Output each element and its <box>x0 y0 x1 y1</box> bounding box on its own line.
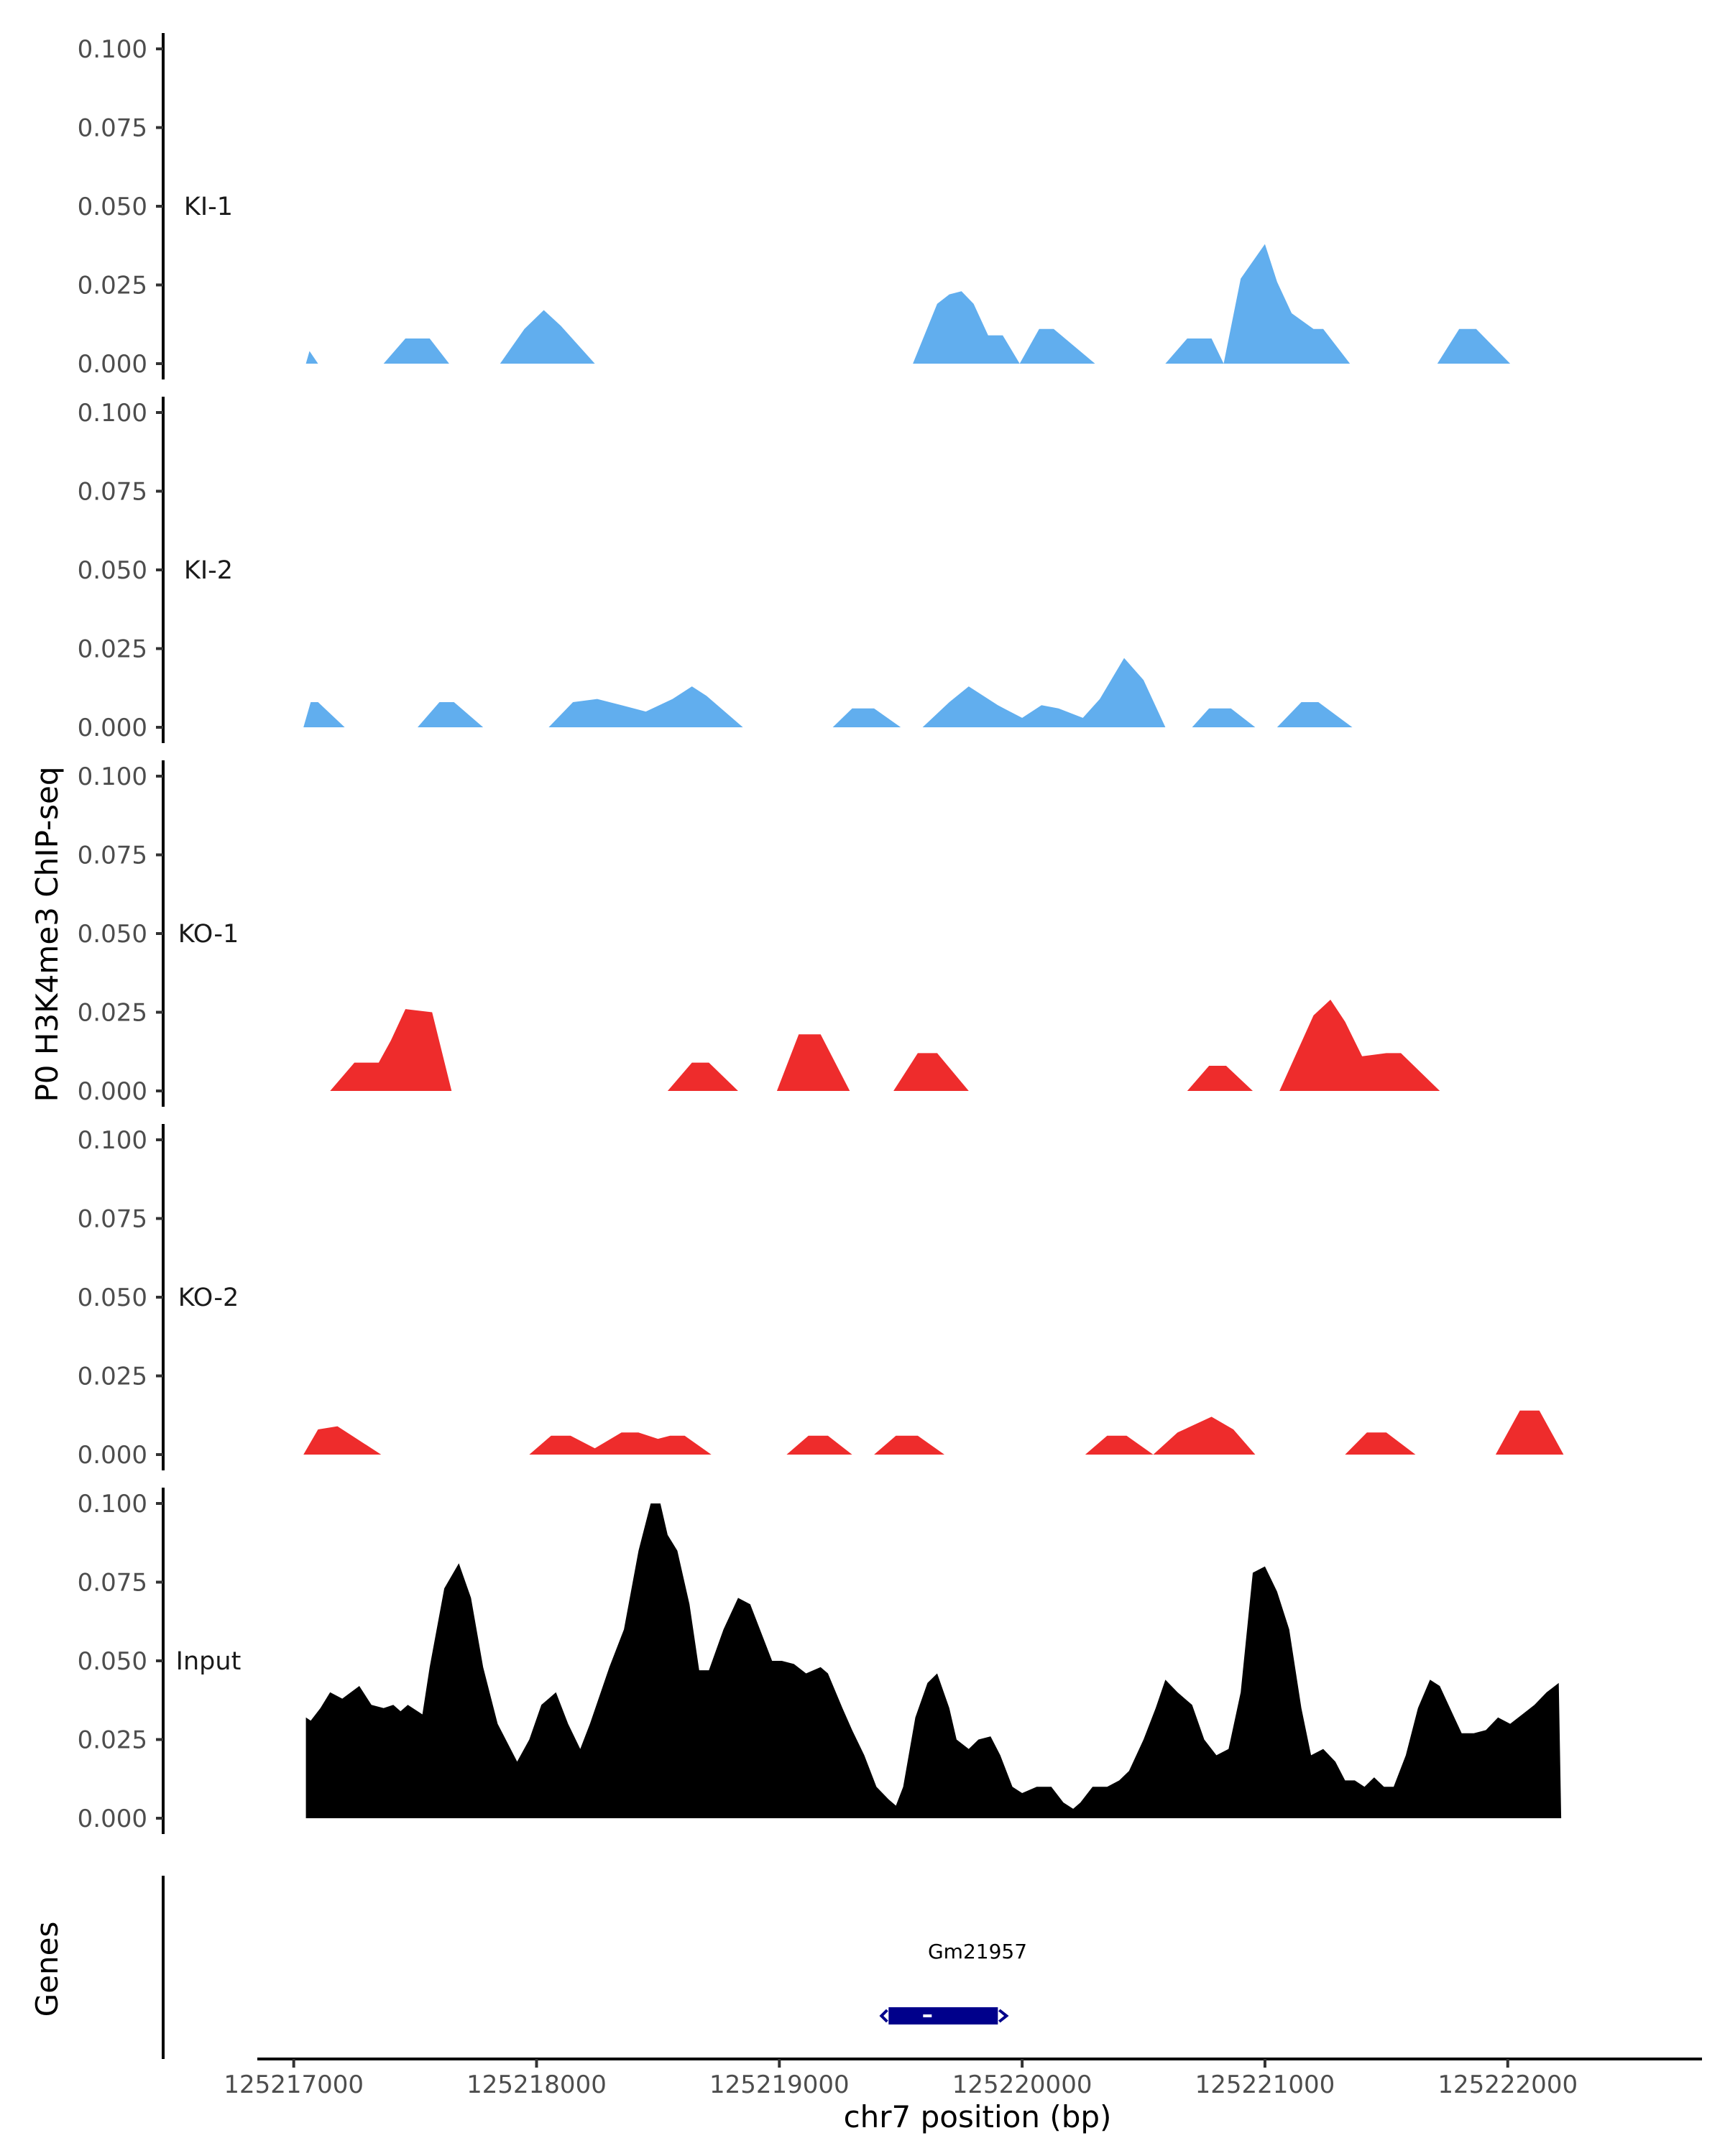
signal-peak <box>1153 1416 1256 1455</box>
track-panel-ki-1: 0.000 0.025 0.050 0.075 0.100 KI-1 <box>78 33 1511 379</box>
y-axis-title: P0 H3K4me3 ChIP-seq <box>29 766 65 1102</box>
x-axis: 125217000 125218000 125219000 125220000 1252… <box>224 2058 1702 2099</box>
y-tick-label: 0.100 <box>78 399 147 428</box>
signal-peak <box>1223 244 1351 364</box>
track-label: KO-2 <box>178 1284 239 1312</box>
y-tick-label: 0.100 <box>78 35 147 64</box>
signal-peak <box>1279 1000 1440 1091</box>
gene-strand-arrow <box>998 2009 1009 2023</box>
y-tick-label: 0.025 <box>78 635 147 664</box>
track-label: KI-1 <box>184 193 233 221</box>
signal-peak <box>305 351 318 364</box>
signal-peak <box>500 310 595 364</box>
x-tick-label: 125221000 <box>1195 2070 1335 2099</box>
x-tick-label: 125217000 <box>224 2070 364 2099</box>
track-panel-ki-2: 0.000 0.025 0.050 0.075 0.100 KI-2 <box>78 397 1353 743</box>
y-tick-label: 0.075 <box>78 842 147 870</box>
y-tick-label: 0.000 <box>78 1441 147 1470</box>
track-label: KI-2 <box>184 556 233 585</box>
signal-peak <box>922 658 1166 727</box>
y-tick-label: 0.050 <box>78 556 147 585</box>
y-tick-label: 0.050 <box>78 1647 147 1676</box>
signal-peak <box>529 1432 712 1455</box>
y-tick-label: 0.075 <box>78 114 147 143</box>
y-tick-label: 0.000 <box>78 350 147 379</box>
signal-peak <box>1192 708 1256 727</box>
track-panel-ko-2: 0.000 0.025 0.050 0.075 0.100 KO-2 <box>78 1124 1564 1470</box>
y-tick-label: 0.000 <box>78 1805 147 1833</box>
signal-peak <box>1437 328 1511 364</box>
y-tick-label: 0.025 <box>78 999 147 1028</box>
signal-peak <box>1187 1066 1253 1091</box>
signal-peak <box>303 702 345 727</box>
x-tick-label: 125218000 <box>466 2070 607 2099</box>
signal-peak <box>874 1435 944 1455</box>
signal-peak <box>1495 1410 1564 1455</box>
signal-peak <box>1019 328 1095 364</box>
y-tick-label: 0.075 <box>78 1569 147 1598</box>
track-label: KO-1 <box>178 920 239 949</box>
x-axis-title: chr7 position (bp) <box>844 2099 1112 2134</box>
y-tick-label: 0.025 <box>78 1726 147 1755</box>
signal-peak <box>1165 338 1224 364</box>
gene-end-marker <box>879 2009 888 2023</box>
signal-peak <box>305 1503 1562 1818</box>
track-panels: 0.0000.0250.0500.0750.100KI-10.0000.0250… <box>78 33 1564 1834</box>
y-tick-label: 0.025 <box>78 1363 147 1391</box>
signal-peak <box>330 1009 452 1091</box>
signal-peak <box>383 338 449 364</box>
signal-peak <box>776 1034 850 1091</box>
signal-peak <box>832 708 901 727</box>
track-panel-ko-1: 0.000 0.025 0.050 0.075 0.100 KO-1 <box>78 760 1440 1107</box>
signal-peak <box>1085 1435 1154 1455</box>
y-tick-label: 0.025 <box>78 272 147 300</box>
y-tick-label: 0.100 <box>78 763 147 791</box>
x-tick-label: 125222000 <box>1438 2070 1578 2099</box>
genes-axis-title: Genes <box>29 1922 65 2017</box>
track-panel-input: 0.000 0.025 0.050 0.075 0.100 Input <box>78 1488 1562 1834</box>
signal-peak <box>913 291 1020 364</box>
track-label: Input <box>176 1647 242 1676</box>
y-tick-label: 0.100 <box>78 1126 147 1155</box>
y-tick-label: 0.075 <box>78 1205 147 1234</box>
signal-peak <box>786 1435 852 1455</box>
signal-peak <box>1276 702 1353 727</box>
y-tick-label: 0.050 <box>78 920 147 949</box>
y-tick-label: 0.050 <box>78 193 147 221</box>
gene-exon <box>888 2007 998 2024</box>
signal-peak <box>1345 1432 1416 1455</box>
signal-peak <box>548 686 743 727</box>
x-tick-label: 125219000 <box>709 2070 850 2099</box>
x-tick-label: 125220000 <box>952 2070 1092 2099</box>
y-tick-label: 0.075 <box>78 478 147 507</box>
y-tick-label: 0.000 <box>78 714 147 742</box>
y-tick-label: 0.000 <box>78 1077 147 1106</box>
signal-peak <box>667 1062 738 1091</box>
gene-name-label: Gm21957 <box>928 1940 1027 1963</box>
y-tick-label: 0.050 <box>78 1284 147 1312</box>
genes-panel: Gm21957 <box>162 1876 1027 2059</box>
gene-model <box>879 2007 1009 2024</box>
signal-peak <box>303 1426 382 1455</box>
signal-peak <box>418 702 484 727</box>
y-tick-label: 0.100 <box>78 1490 147 1519</box>
signal-peak <box>893 1053 969 1091</box>
